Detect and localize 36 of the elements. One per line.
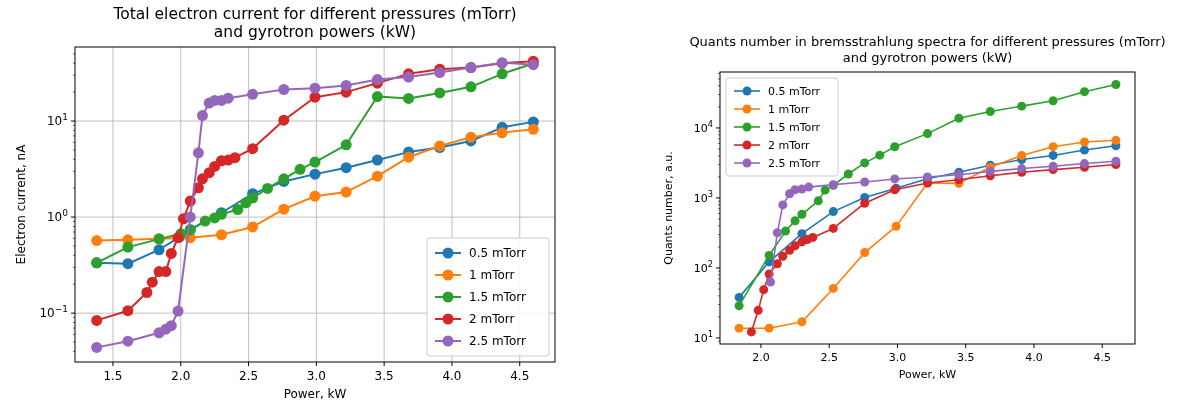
y-tick-label: 10$^{3}$ xyxy=(693,188,713,205)
x-tick-label: 4.5 xyxy=(1093,351,1111,364)
x-tick-label: 4.0 xyxy=(1025,351,1043,364)
x-axis-title: Power, kW xyxy=(898,368,957,381)
x-tick-label: 3.5 xyxy=(374,369,394,383)
y-tick-label: 10$^{1}$ xyxy=(46,112,68,129)
legend-label: 1.5 mTorr xyxy=(469,290,526,305)
legend-label: 2 mTorr xyxy=(768,139,811,153)
x-tick-label: 2.0 xyxy=(752,351,770,364)
x-tick-label: 4.5 xyxy=(510,369,530,383)
legend-label: 2.5 mTorr xyxy=(768,157,821,171)
y-tick-label: 10$^{2}$ xyxy=(693,258,713,275)
x-tick-label: 3.0 xyxy=(306,369,326,383)
legend-label: 2.5 mTorr xyxy=(469,334,526,349)
x-tick-label: 3.5 xyxy=(956,351,975,364)
y-tick-label: 10$^{4}$ xyxy=(693,118,713,135)
legend-label: 2 mTorr xyxy=(469,312,515,327)
legend-label: 1 mTorr xyxy=(768,103,811,117)
x-tick-label: 2.5 xyxy=(820,351,838,364)
legend-label: 0.5 mTorr xyxy=(469,246,526,261)
y-tick-label: 10$^{1}$ xyxy=(693,328,713,345)
y-tick-label: 10$^{−1}$ xyxy=(39,304,68,321)
chart-title: Quants number in bremsstrahlung spectra for different pressures (mTorr) and gyrotron powers (kW) xyxy=(689,34,1166,65)
legend-label: 1.5 mTorr xyxy=(768,121,821,135)
y-axis-title: Electron current, nA xyxy=(14,143,28,265)
x-tick-label: 3.0 xyxy=(888,351,907,364)
x-tick-label: 1.5 xyxy=(103,369,123,383)
x-tick-label: 2.5 xyxy=(239,369,259,383)
chart-title: Total electron current for different pressures (mTorr) and gyrotron powers (kW) xyxy=(112,4,517,41)
y-tick-label: 10$^{0}$ xyxy=(46,208,69,225)
y-axis-title: Quants number, a.u. xyxy=(662,151,675,265)
x-tick-label: 4.0 xyxy=(442,369,462,383)
x-axis-title: Power, kW xyxy=(283,387,347,401)
legend-label: 0.5 mTorr xyxy=(768,85,821,99)
legend-label: 1 mTorr xyxy=(469,268,515,283)
x-tick-label: 2.0 xyxy=(171,369,191,383)
